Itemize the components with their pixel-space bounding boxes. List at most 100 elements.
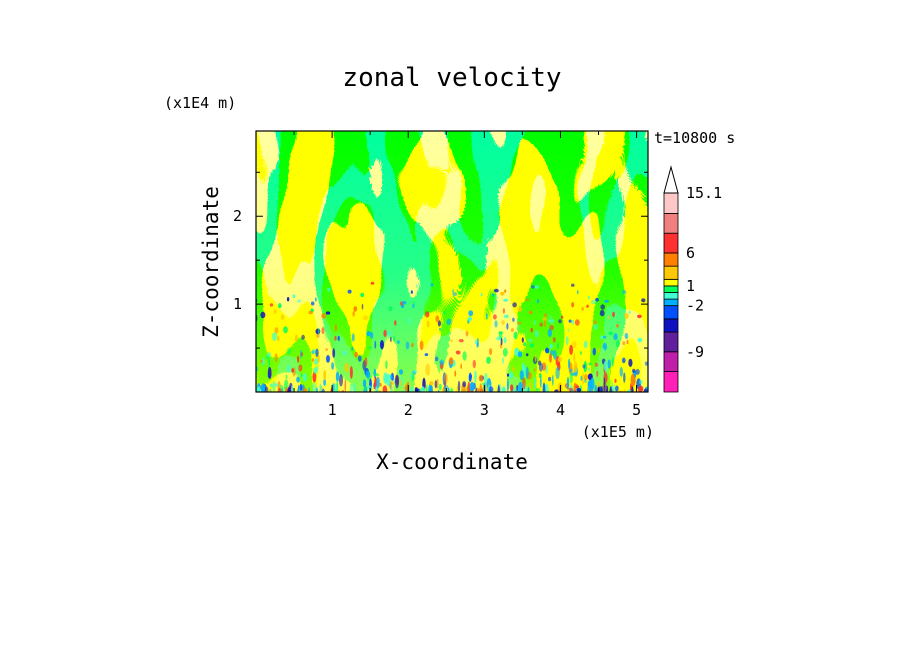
speckle [534,376,537,389]
speckle [394,374,400,389]
speckle [296,376,300,383]
speckle [382,385,388,392]
speckle [311,358,314,362]
speckle [537,299,539,304]
speckle [529,310,533,315]
speckle [462,381,467,388]
speckle [385,360,388,370]
speckle [467,381,471,392]
speckle [268,356,271,368]
speckle [278,303,282,309]
speckle [412,370,418,374]
speckle [468,310,474,317]
speckle [292,294,296,299]
x-tick-label: 2 [404,401,413,419]
colorbar-band [663,192,679,214]
speckle [568,358,571,370]
speckle [569,372,573,384]
speckle [362,379,367,388]
speckle [513,331,518,340]
speckle [623,388,626,392]
speckle [542,362,546,371]
speckle [571,283,575,287]
speckle [553,349,557,360]
speckle [294,334,298,343]
speckle [434,356,439,362]
speckle [256,386,261,392]
speckle [571,341,577,349]
speckle [527,386,530,392]
speckle [262,357,265,366]
speckle [317,354,320,363]
speckle [628,310,631,315]
speckle [628,358,633,367]
speckle [323,378,326,387]
speckle [576,290,579,295]
speckle [352,310,356,317]
speckle [641,298,646,303]
speckle [489,386,494,392]
speckle [313,367,318,374]
speckle [542,382,546,392]
speckle [337,335,340,341]
speckle [313,358,319,365]
speckle [363,386,368,390]
speckle [523,342,527,347]
speckle [579,351,583,355]
colorbar-band [663,305,679,320]
speckle [439,359,445,366]
speckle [332,348,336,358]
speckle [540,375,542,388]
speckle [485,313,488,320]
speckle [547,328,552,338]
speckle [521,337,524,343]
speckle [297,355,300,363]
speckle [569,344,573,355]
speckle [319,383,322,392]
speckle [581,306,584,311]
speckle [580,375,583,381]
speckle [425,311,430,318]
speckle [435,315,440,323]
speckle [603,377,606,392]
colorbar-band [663,371,679,393]
speckle [344,362,350,373]
speckle [566,376,570,391]
speckle [383,329,387,337]
speckle [533,367,536,372]
speckle [493,314,497,320]
colorbar-band [663,331,679,353]
speckle [274,327,279,334]
speckle [510,328,514,332]
speckle [539,322,543,327]
speckle [569,368,573,373]
colorbar-band [663,292,679,300]
speckle [479,383,482,392]
speckle [548,376,552,382]
speckle [462,351,467,361]
speckle [550,319,555,323]
speckle [574,319,580,326]
speckle [604,299,609,303]
speckle [285,386,287,392]
speckle [596,370,599,377]
speckle [557,356,563,362]
speckle [264,386,269,392]
speckle [554,389,559,392]
speckle [367,385,372,391]
speckle [571,319,575,325]
speckle [593,320,597,325]
speckle [300,349,302,359]
speckle [308,310,313,315]
speckle [301,352,303,357]
speckle [352,382,357,392]
speckle [446,318,452,325]
y-tick-label: 2 [233,207,242,225]
speckle [308,387,310,392]
colorbar-label: 6 [686,244,695,262]
speckle [529,343,534,348]
speckle [599,309,605,317]
speckle [494,288,499,293]
colorbar-band [663,318,679,333]
